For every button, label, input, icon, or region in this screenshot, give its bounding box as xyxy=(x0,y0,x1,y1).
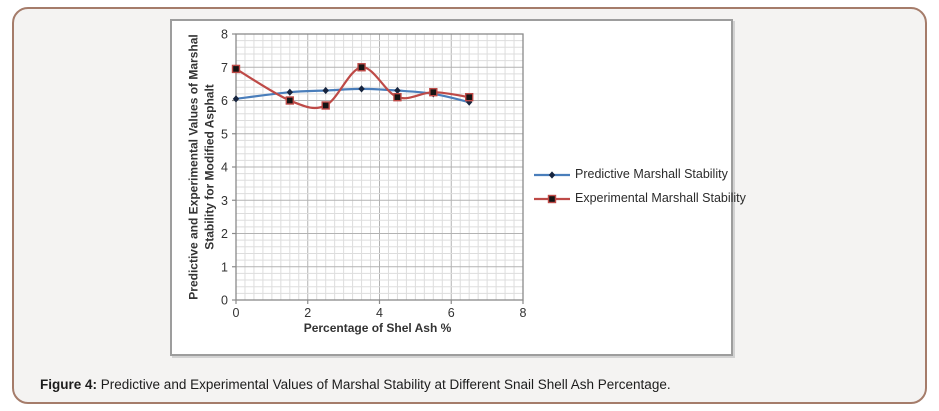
gridlines xyxy=(236,34,523,300)
x-tick-label: 8 xyxy=(520,306,527,320)
y-tick-label: 3 xyxy=(221,194,228,208)
marshall-stability-chart: 0 1 2 3 4 5 6 7 8 0 2 4 6 8 xyxy=(221,28,526,321)
x-tick-label: 0 xyxy=(233,306,240,320)
figure-frame: 0 1 2 3 4 5 6 7 8 0 2 4 6 8 Predictive and Experiment… xyxy=(12,7,927,404)
data-point-square xyxy=(321,101,330,110)
legend-sample-icon xyxy=(534,194,570,204)
x-tick-label: 4 xyxy=(376,306,383,320)
figure-caption-text: Predictive and Experimental Values of Ma… xyxy=(100,377,671,392)
predictive-series-line-icon xyxy=(534,168,570,180)
x-tick-label: 6 xyxy=(448,306,455,320)
data-point-diamond xyxy=(358,85,365,93)
data-point-diamond xyxy=(322,86,329,95)
y-tick-label: 7 xyxy=(221,61,228,75)
figure-caption-label: Figure 4: xyxy=(40,377,98,392)
y-tick-label: 0 xyxy=(221,294,228,308)
y-axis-title-line1: Predictive and Experimental Values of Ma… xyxy=(186,34,201,300)
x-tick-label: 2 xyxy=(304,306,311,320)
y-tick-label: 2 xyxy=(221,227,228,241)
data-point-square xyxy=(429,87,438,97)
data-point-square xyxy=(285,96,295,105)
data-point-square xyxy=(357,63,366,72)
y-axis-title-line2: Stability for Modified Asphalt xyxy=(202,84,216,250)
data-point-square xyxy=(393,92,402,102)
chart-panel: 0 1 2 3 4 5 6 7 8 0 2 4 6 8 Predictive and Experiment… xyxy=(170,19,746,356)
experimental-series-line-icon xyxy=(534,192,570,204)
legend-item-0: Predictive Marshall Stability xyxy=(534,167,746,181)
x-axis-title: Percentage of Shel Ash % xyxy=(303,321,452,335)
y-tick-label: 6 xyxy=(221,94,228,108)
data-point-diamond xyxy=(232,95,240,103)
y-tick-label: 8 xyxy=(221,28,228,42)
legend-sample-icon xyxy=(534,171,570,179)
legend-item-1: Experimental Marshall Stability xyxy=(534,191,746,205)
legend-label-predictive: Predictive Marshall Stability xyxy=(575,167,728,181)
y-tick-label: 4 xyxy=(221,161,228,175)
data-point-diamond xyxy=(394,86,401,95)
chart-legend: Predictive Marshall Stability Experiment… xyxy=(534,167,746,215)
figure-caption: Figure 4: Predictive and Experimental Va… xyxy=(40,377,920,392)
axis-ticks: 0 1 2 3 4 5 6 7 8 0 2 4 6 8 xyxy=(221,28,526,321)
data-point-diamond xyxy=(286,88,294,96)
series-experimental xyxy=(231,63,474,110)
y-tick-label: 5 xyxy=(221,127,228,141)
data-point-square xyxy=(231,64,241,74)
y-tick-label: 1 xyxy=(221,260,228,274)
y-axis-title: Predictive and Experimental Values of Ma… xyxy=(186,34,217,299)
data-point-square xyxy=(464,92,474,102)
legend-label-experimental: Experimental Marshall Stability xyxy=(575,191,746,205)
